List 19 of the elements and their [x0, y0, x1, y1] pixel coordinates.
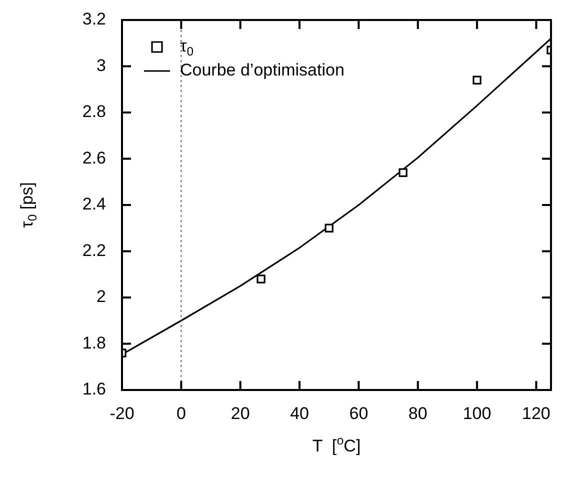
- y-axis-title: τ0 [ps]: [18, 182, 40, 228]
- y-tick-label: 1.8: [82, 333, 106, 352]
- x-tick-label: -20: [110, 404, 134, 423]
- y-tick-label: 2.8: [82, 102, 106, 122]
- x-tick-label: 60: [349, 404, 368, 423]
- x-tick-label: 0: [176, 404, 186, 423]
- y-tick-label: 3.2: [82, 10, 106, 29]
- x-tick-label: 40: [290, 404, 309, 423]
- y-tick-label: 1.6: [82, 380, 106, 399]
- y-tick-label: 2.2: [82, 240, 106, 260]
- x-tick-label: 120: [522, 404, 550, 423]
- x-tick-label: 20: [230, 404, 250, 423]
- y-tick-label: 2.4: [82, 194, 106, 214]
- y-tick-label: 3: [96, 56, 106, 75]
- x-tick-label: 80: [408, 404, 428, 423]
- y-tick-label: 2: [96, 287, 106, 306]
- x-tick-label: 100: [462, 404, 492, 423]
- legend-label: Courbe d’optimisation: [180, 60, 344, 80]
- y-tick-label: 2.6: [82, 148, 106, 168]
